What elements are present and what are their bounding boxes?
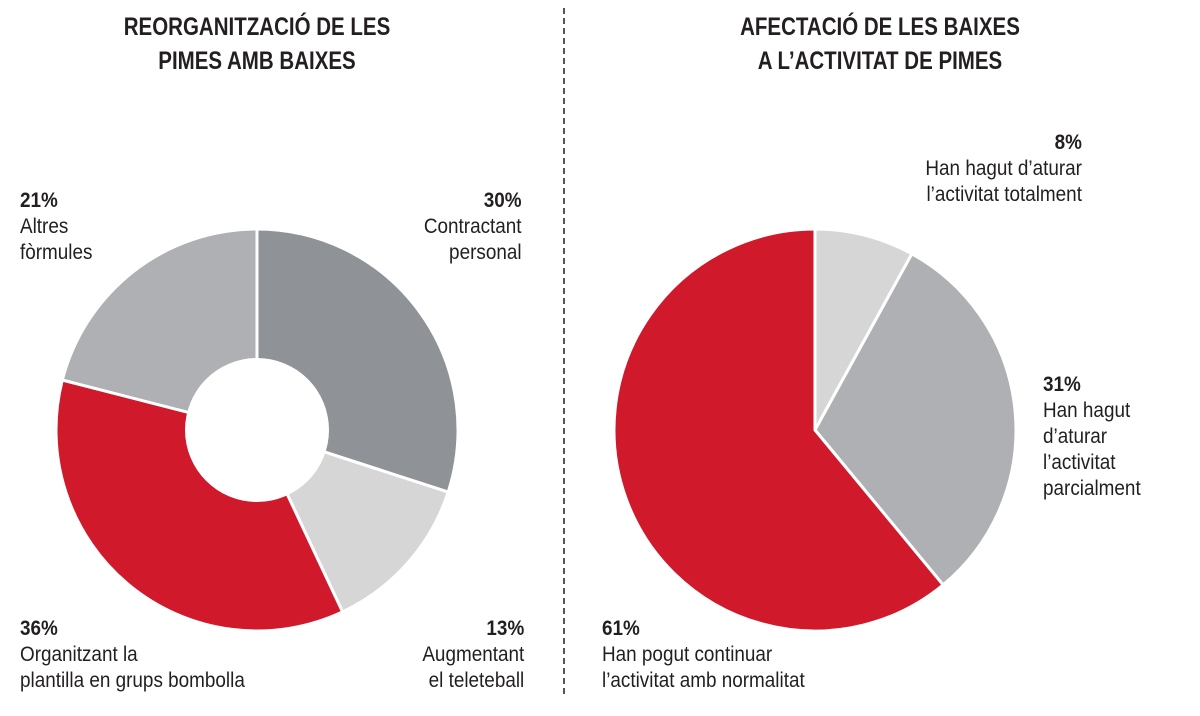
title-line: PIMES AMB BAIXES xyxy=(158,47,356,75)
pie-slice-1-2 xyxy=(612,227,946,633)
pie-slice-1-0 xyxy=(813,227,914,431)
pct-label: 36% xyxy=(20,617,58,640)
pie-slice-0-2 xyxy=(54,378,345,633)
label-bombolla: 36% Organitzant la plantilla en grups bo… xyxy=(20,616,245,694)
label-line: l’activitat xyxy=(1043,451,1116,474)
label-line: el teleteball xyxy=(428,669,524,692)
label-line: fòrmules xyxy=(20,241,93,264)
label-line: personal xyxy=(449,241,522,264)
label-line: plantilla en grups bombolla xyxy=(20,669,245,692)
label-line: l’activitat totalment xyxy=(926,183,1082,206)
label-line: Contractant xyxy=(424,215,522,238)
title-line: REORGANITZACIÓ DE LES xyxy=(123,13,391,41)
pct-label: 30% xyxy=(484,189,522,212)
label-totalment: 8% Han hagut d’aturar l’activitat totalm… xyxy=(925,130,1082,208)
label-altres: 21% Altres fòrmules xyxy=(20,188,92,266)
pct-label: 61% xyxy=(602,617,640,640)
title-line: A L’ACTIVITAT DE PIMES xyxy=(757,47,1003,75)
label-line: l’activitat amb normalitat xyxy=(602,669,805,692)
label-teletreball: 13% Augmentant el teleteball xyxy=(422,616,524,694)
left-chart-title: REORGANITZACIÓ DE LES PIMES AMB BAIXES xyxy=(93,10,421,78)
label-line: Han hagut xyxy=(1043,399,1131,422)
pct-label: 21% xyxy=(20,189,58,212)
divider xyxy=(563,8,565,694)
label-line: Altres xyxy=(20,215,69,238)
right-chart-title: AFECTACIÓ DE LES BAIXES A L’ACTIVITAT DE… xyxy=(716,10,1044,78)
label-contractant: 30% Contractant personal xyxy=(424,188,522,266)
pct-label: 31% xyxy=(1043,373,1081,396)
label-line: parcialment xyxy=(1043,477,1141,500)
title-line: AFECTACIÓ DE LES BAIXES xyxy=(740,13,1020,41)
label-line: Organitzant la xyxy=(20,643,138,666)
label-normalitat: 61% Han pogut continuar l’activitat amb … xyxy=(602,616,805,694)
label-line: Augmentant xyxy=(422,643,524,666)
pie-slice-1-1 xyxy=(813,251,1018,587)
pct-label: 13% xyxy=(486,617,524,640)
label-line: Han pogut continuar xyxy=(602,643,773,666)
label-line: d’aturar xyxy=(1043,425,1108,448)
donut-hole xyxy=(185,358,329,502)
label-parcialment: 31% Han hagut d’aturar l’activitat parci… xyxy=(1043,372,1141,502)
pct-label: 8% xyxy=(1054,131,1082,154)
label-line: Han hagut d’aturar xyxy=(925,157,1082,180)
